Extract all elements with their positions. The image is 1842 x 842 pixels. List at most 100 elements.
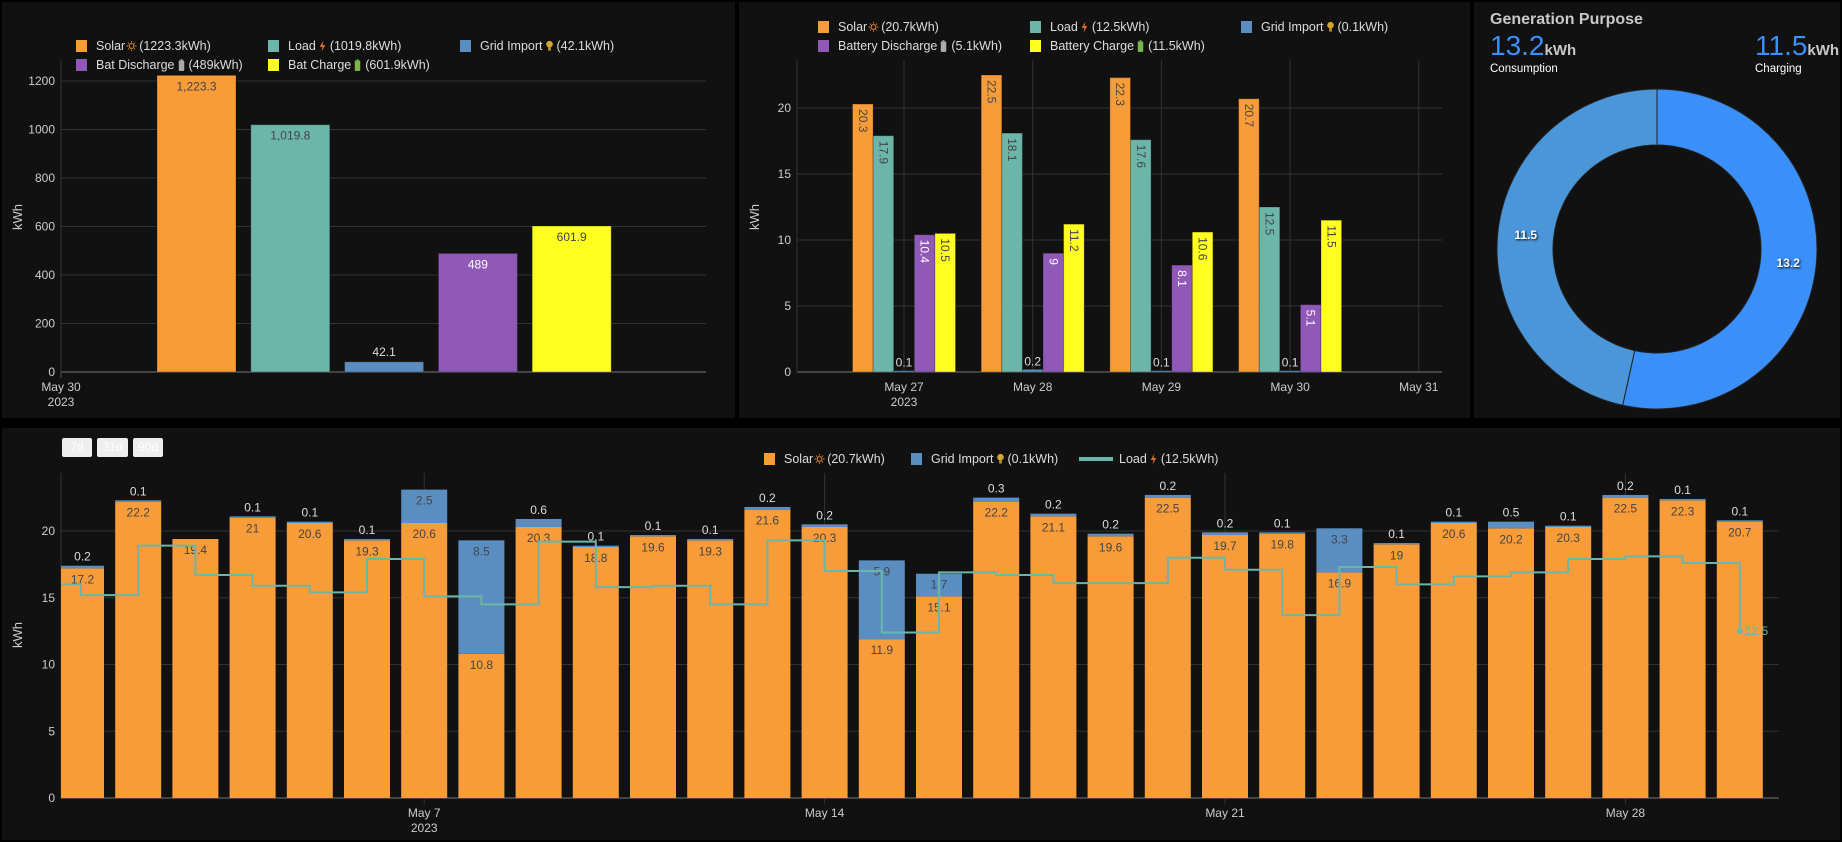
legend-item-load[interactable]: Load (12.5kWh) — [1030, 19, 1149, 35]
range-7d-button[interactable]: 7d — [62, 438, 92, 457]
bar-value-label: 18.1 — [1005, 138, 1019, 162]
history-bar-chart: May 7 May 14 May 21 May 28 2023 0 5 10 15 20 kWh 0.… — [10, 473, 1779, 835]
bar-value-label: 0.1 — [1388, 527, 1405, 541]
bar-value-label: 19 — [1390, 548, 1404, 562]
legend-item-solar[interactable]: Solar (1223.3kWh) — [76, 38, 211, 54]
bar-solar — [1602, 497, 1649, 798]
legend-swatch — [818, 21, 829, 33]
bar-grid-import — [1087, 533, 1134, 537]
legend-total: (12.5kWh) — [1160, 452, 1219, 466]
daily-bar-chart: May 27 May 28 May 29 May 30 May 31 2023 0 5 10 15… — [747, 60, 1442, 409]
bar-value-label: 1,223.3 — [176, 79, 216, 93]
bar-value-label: 19.3 — [355, 544, 379, 558]
legend-total: (601.9kWh) — [365, 58, 430, 72]
x-tick-label: May 27 — [884, 380, 924, 394]
consumption-number: 13.2 — [1490, 30, 1545, 61]
bar-solar — [973, 501, 1020, 798]
bar-value-label: 20.6 — [1442, 527, 1466, 541]
battery-charging-icon — [1135, 39, 1146, 53]
bar-value-label: 20.3 — [1557, 531, 1581, 545]
lightning-icon — [1148, 452, 1159, 466]
bar-grid-import — [1488, 521, 1534, 529]
bar-grid-import — [1373, 543, 1420, 545]
bar-value-label: 19.7 — [1213, 539, 1237, 553]
bar-battery-charge — [1063, 223, 1085, 373]
legend-label: Load — [1050, 20, 1078, 34]
bar-grid-import — [744, 506, 791, 510]
legend-label: Grid Import — [931, 452, 994, 466]
range-90d-button[interactable]: 90d — [133, 438, 163, 457]
bar-value-label: 0.2 — [759, 491, 776, 505]
range-31d-button[interactable]: 31d — [97, 438, 128, 457]
lightbulb-icon — [544, 39, 555, 53]
x-tick-label: May 14 — [805, 806, 845, 820]
y-tick-label: 20 — [42, 524, 56, 538]
bar-grid-import — [1545, 525, 1592, 527]
legend-item-battery-discharge[interactable]: Battery Discharge (5.1kWh) — [818, 38, 1002, 54]
bar-value-label: 11.5 — [1324, 225, 1338, 248]
bar-value-label: 21.1 — [1042, 520, 1066, 534]
bar-value-label: 22.2 — [127, 506, 151, 520]
bar-grid-import — [1716, 520, 1763, 522]
y-tick-label: 200 — [35, 317, 55, 331]
sun-icon — [126, 39, 137, 53]
bar-solar — [1087, 536, 1134, 798]
legend-label: Solar — [784, 452, 814, 466]
charging-value: 11.5kWh — [1755, 30, 1839, 62]
bar-value-label: 19.3 — [699, 544, 723, 558]
legend-label: Solar — [838, 20, 868, 34]
legend-item-grid-import[interactable]: Grid Import (42.1kWh) — [460, 38, 614, 54]
legend-swatch — [1241, 21, 1252, 33]
legend-item-grid-import[interactable]: Grid Import (0.1kWh) — [911, 451, 1058, 467]
y-tick-label: 15 — [778, 167, 792, 181]
bar-grid-import — [515, 518, 562, 527]
legend-swatch — [1030, 40, 1041, 52]
legend-item-bat-discharge[interactable]: Bat Discharge (489kWh) — [76, 57, 243, 73]
bar-grid-import — [630, 535, 676, 537]
bar-value-label: 0.1 — [896, 356, 913, 370]
bar-solar — [1488, 528, 1534, 798]
legend-item-grid-import[interactable]: Grid Import (0.1kWh) — [1241, 19, 1388, 35]
load-last-label: 12.5 — [1745, 624, 1769, 638]
bar-solar — [1373, 544, 1420, 798]
legend-item-load[interactable]: Load (1019.8kWh) — [268, 38, 401, 54]
legend-item-bat-charge[interactable]: Bat Charge (601.9kWh) — [268, 57, 430, 73]
consumption-label: Consumption — [1490, 63, 1558, 75]
bar-value-label: 22.2 — [985, 506, 1009, 520]
legend-label: Battery Discharge — [838, 39, 938, 53]
legend-total: (20.7kWh) — [827, 452, 885, 466]
bar-solar — [286, 522, 333, 798]
bar-value-label: 5.1 — [1304, 310, 1318, 327]
y-tick-label: 800 — [35, 171, 55, 185]
battery-empty-icon — [938, 39, 949, 53]
legend-item-load[interactable]: Load (12.5kWh) — [1079, 451, 1218, 467]
bar-value-label: 0.2 — [1617, 479, 1634, 493]
bar-value-label: 0.2 — [1159, 479, 1176, 493]
bar-value-label: 20.6 — [413, 527, 437, 541]
y-tick-label: 15 — [42, 591, 56, 605]
bar-value-label: 2.5 — [416, 494, 433, 508]
summary-bar-chart: 0 200 400 600 800 1000 1200 kWh 1,223.3 1,019.8 42… — [10, 60, 706, 409]
bar-value-label: 0.1 — [645, 519, 662, 533]
bar-solar — [1659, 500, 1706, 798]
bar-load — [872, 135, 895, 373]
legend-label: Grid Import — [480, 39, 543, 53]
bar-battery-charge — [1191, 231, 1214, 373]
legend-item-solar[interactable]: Solar (20.7kWh) — [764, 451, 885, 467]
legend-label: Bat Discharge — [96, 58, 175, 72]
bar-grid-import — [61, 565, 104, 569]
bar-value-label: 0.1 — [1153, 356, 1170, 370]
bar-value-label: 0.1 — [1274, 516, 1291, 530]
legend-item-solar[interactable]: Solar (20.7kWh) — [818, 19, 939, 35]
legend-swatch — [460, 40, 471, 52]
bar-grid-import — [1279, 370, 1301, 373]
bar-grid-import — [1259, 532, 1306, 534]
donut-slice-charging — [1496, 88, 1658, 406]
legend-item-battery-charge[interactable]: Battery Charge (11.5kWh) — [1030, 38, 1205, 54]
lightbulb-icon — [1325, 20, 1336, 34]
legend-swatch — [1030, 21, 1041, 33]
bar-grid-import — [893, 370, 915, 373]
y-tick-label: 0 — [48, 365, 55, 379]
legend-label: Load — [288, 39, 316, 53]
bar-value-label: 20.7 — [1242, 104, 1256, 128]
